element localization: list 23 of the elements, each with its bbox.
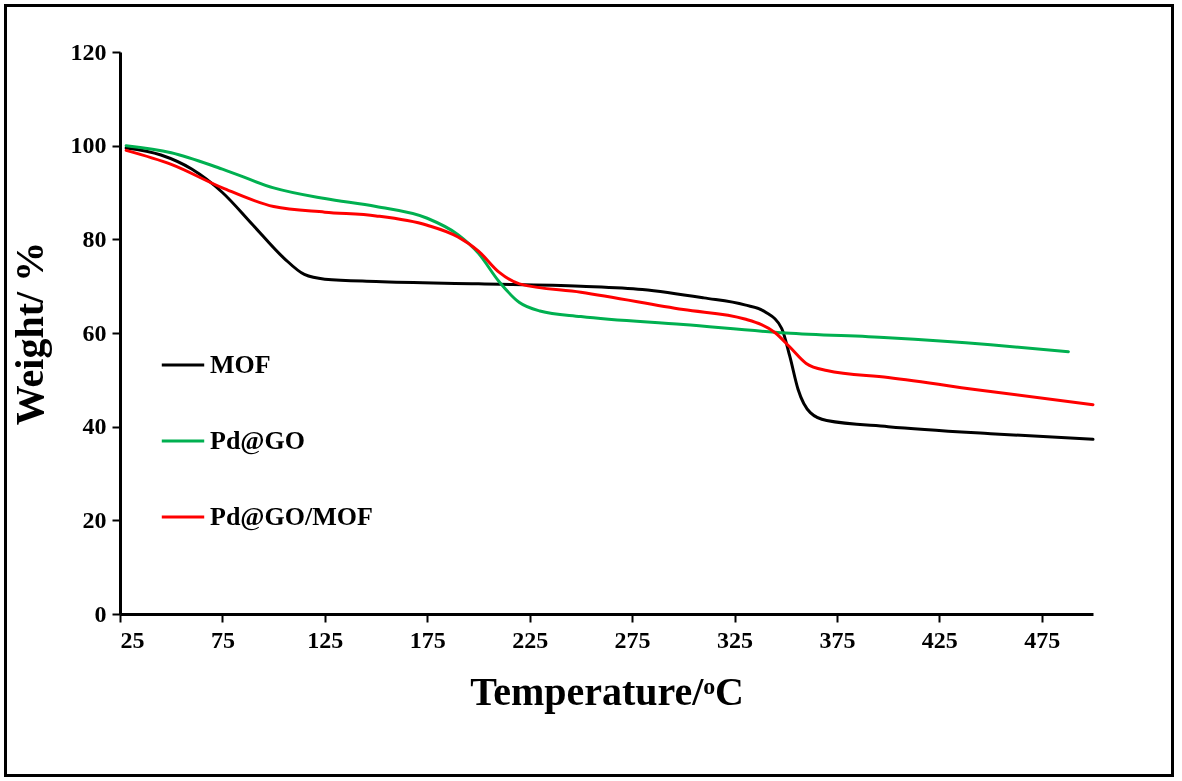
x-tick-label: 225 [512, 626, 549, 653]
x-tick-label: 125 [307, 626, 344, 653]
legend-label: Pd@GO/MOF [210, 502, 373, 531]
x-tick-label: 325 [717, 626, 754, 653]
x-tick-label: 375 [819, 626, 856, 653]
legend-label: Pd@GO [210, 426, 305, 455]
x-tick-label: 175 [409, 626, 446, 653]
x-tick-label: 75 [210, 626, 235, 653]
y-tick-label: 120 [70, 38, 107, 65]
x-axis-title: Temperature/ᵒC [470, 668, 744, 714]
y-tick-label: 60 [82, 319, 107, 346]
y-tick-label: 20 [82, 506, 107, 533]
x-tick-label: 475 [1024, 626, 1061, 653]
y-tick-label: 0 [94, 600, 107, 627]
legend-label: MOF [210, 350, 271, 379]
line-series [124, 144, 1070, 354]
y-axis-title: Weight/ % [6, 241, 52, 426]
x-tick-label: 275 [614, 626, 651, 653]
y-tick-label: 100 [70, 132, 107, 159]
y-tick-label: 40 [82, 413, 107, 440]
x-tick-label: 25 [120, 626, 145, 653]
x-tick-label: 425 [921, 626, 958, 653]
y-tick-label: 80 [82, 225, 107, 252]
